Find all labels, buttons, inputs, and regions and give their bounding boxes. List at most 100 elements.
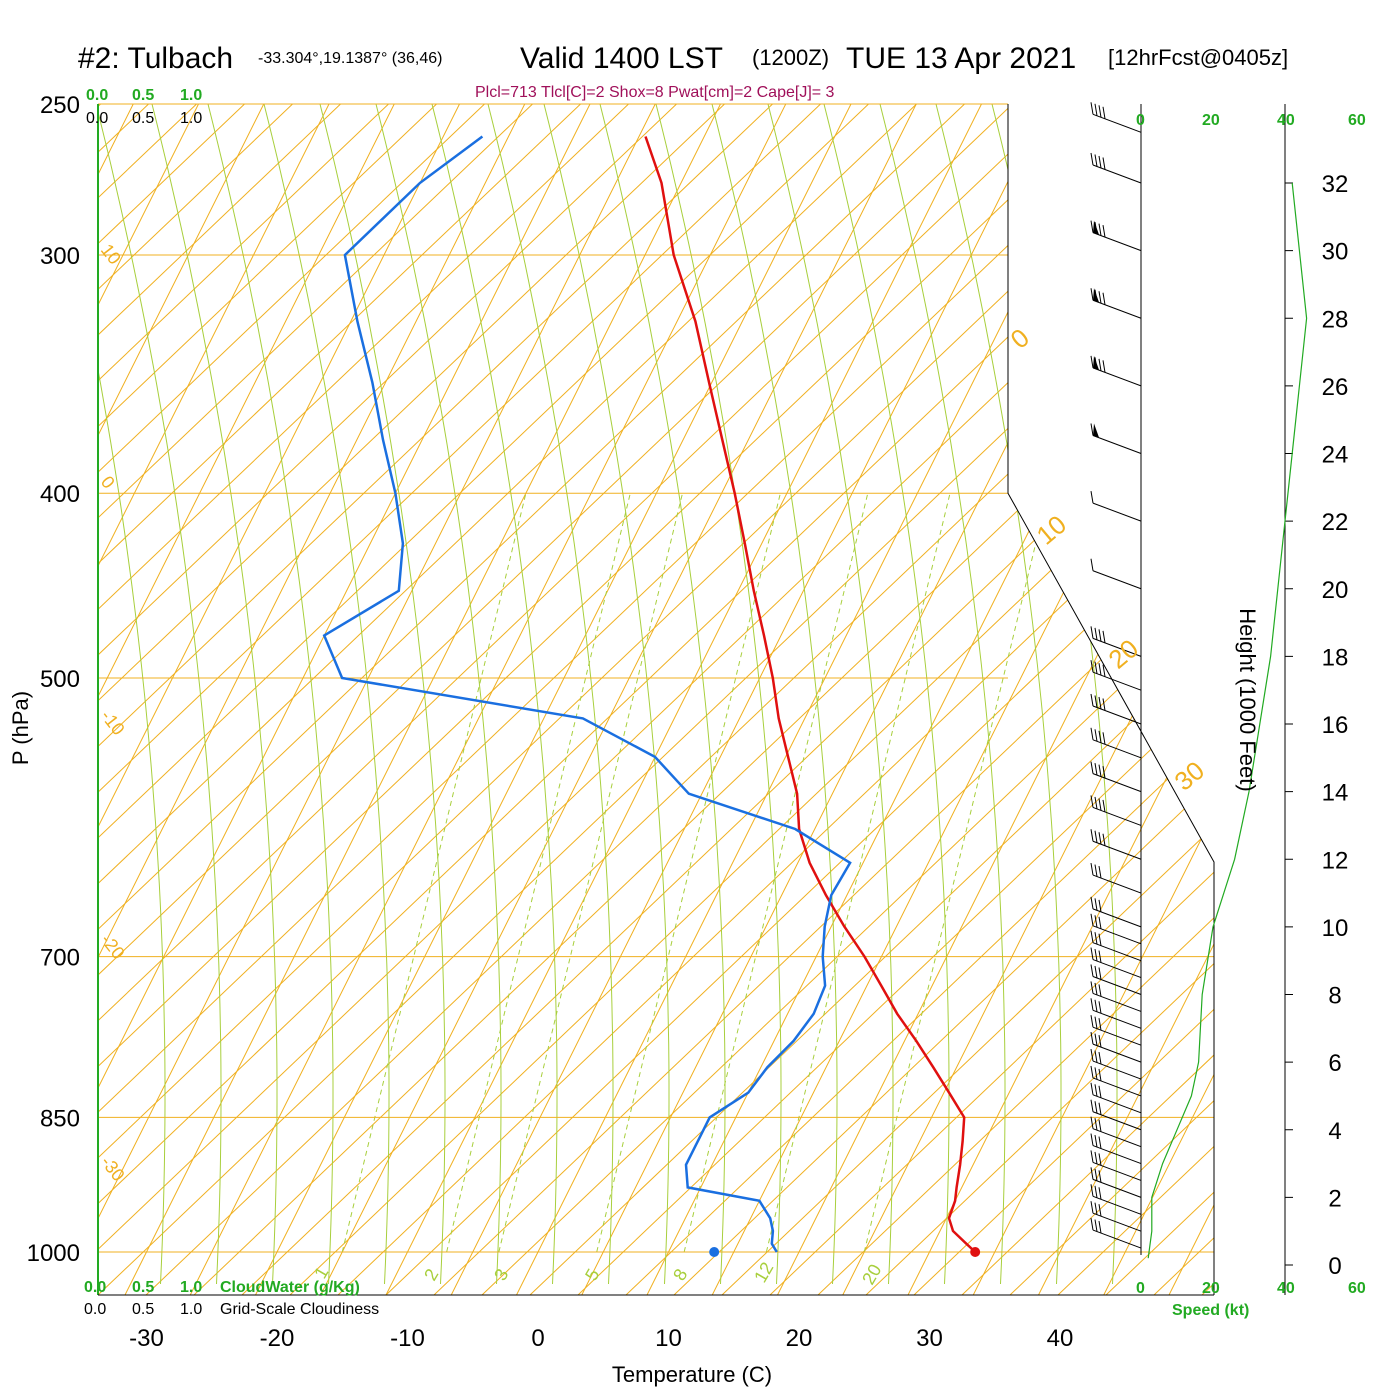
moist-adiabat-line: [98, 104, 166, 1285]
moist-adiabat-line: [935, 104, 1062, 1285]
wind-barb: [1090, 693, 1142, 725]
height-tick-label: 12: [1322, 847, 1349, 874]
mixing-ratio-label: 2: [420, 1265, 442, 1284]
cloudiness-scale-bottom-2: 1.0: [180, 1301, 202, 1318]
wind-barb-feather: [1098, 1119, 1102, 1132]
dry-adiabat-line: [769, 104, 1214, 1295]
wind-barb-feather: [1094, 1185, 1098, 1198]
wind-barb-feather: [1090, 913, 1094, 926]
wind-barb: [1090, 1015, 1142, 1046]
wind-barb-feather: [1090, 558, 1094, 571]
dry-adiabat-line: [98, 104, 869, 1295]
mixing-ratio-line: [683, 493, 869, 1253]
mixing-ratio-label: 12: [750, 1259, 777, 1286]
wind-barb-staff: [1092, 739, 1142, 759]
dry-adiabat-line: [865, 104, 1214, 1295]
wind-barb-feather: [1090, 1099, 1094, 1112]
isotherm-label: -30: [97, 1152, 129, 1185]
speed-axis-label: Speed (kt): [1172, 1302, 1249, 1319]
wind-barb-feather: [1098, 1018, 1102, 1031]
pressure-tick-label: 1000: [27, 1240, 80, 1267]
wind-barb-feather: [1098, 933, 1102, 946]
dry-adiabat-line: [817, 104, 1214, 1295]
dry-adiabat-line: [913, 104, 1214, 1295]
wind-barb-feather: [1098, 1204, 1102, 1217]
wind-barb-staff: [1092, 705, 1142, 725]
moist-adiabat-line: [98, 104, 222, 1285]
wind-barb: [1090, 152, 1142, 184]
wind-barb-feather: [1102, 833, 1106, 846]
pressure-tick-label: 250: [40, 92, 80, 119]
right-frame: [1007, 104, 1215, 1295]
dry-adiabat-line: [98, 104, 389, 1295]
wind-barb: [1090, 947, 1142, 979]
wind-barb-feather: [1098, 1187, 1102, 1200]
wind-barb-feather: [1090, 862, 1094, 876]
wind-barb-feather: [1090, 1150, 1094, 1163]
pressure-tick-label: 850: [40, 1105, 80, 1132]
valid-date: TUE 13 Apr 2021: [846, 42, 1076, 75]
dry-adiabat-line: [1057, 104, 1214, 1295]
dry-adiabat-line: [1250, 104, 1400, 1295]
temperature-axis-title: Temperature (C): [612, 1362, 772, 1387]
dry-adiabat-line: [98, 104, 1214, 1295]
isotherm-line: [98, 104, 395, 1295]
wind-barb-feather: [1102, 698, 1106, 711]
wind-barb: [1090, 355, 1142, 387]
isotherm-line: [777, 104, 1214, 1295]
wind-barb-staff: [1092, 570, 1142, 590]
isotherm-line: [581, 104, 1178, 1295]
wind-barb-feather: [1094, 154, 1098, 167]
height-tick-label: 16: [1322, 712, 1349, 739]
wind-barb-feather: [1094, 695, 1098, 708]
wind-barb-feather: [1098, 223, 1102, 236]
wind-barb-feather: [1090, 981, 1094, 994]
pressure-tick-label: 400: [40, 481, 80, 508]
wind-barb-feather: [1094, 1067, 1098, 1080]
wind-barb-feather: [1098, 1085, 1102, 1098]
sounding-series: [322, 135, 981, 1257]
speed-top-60: 60: [1348, 112, 1366, 129]
wind-barb-feather: [1094, 729, 1098, 742]
dry-adiabat-line: [1394, 104, 1400, 1295]
clipped-grid: [98, 104, 1400, 1295]
wind-barb-feather: [1098, 865, 1102, 879]
dry-adiabat-line: [98, 104, 725, 1295]
cloudiness-scale-bottom-0: 0.0: [84, 1301, 106, 1318]
dry-adiabat-line: [1201, 104, 1214, 1295]
isotherm-line: [98, 104, 199, 1295]
wind-barb-feather: [1090, 423, 1094, 436]
temperature-tick-label: 10: [655, 1325, 682, 1352]
wind-barb: [1090, 1150, 1142, 1181]
wind-barb-staff: [1092, 773, 1142, 793]
isotherm-line: [98, 104, 330, 1295]
wind-barb-feather: [1090, 964, 1094, 977]
temperature-tick-label: 40: [1047, 1325, 1074, 1352]
cloudiness-scale-top-2: 1.0: [180, 110, 202, 127]
moist-adiabat-line: [879, 104, 1006, 1285]
height-tick-label: 32: [1322, 171, 1349, 198]
wind-barb-feather: [1094, 1101, 1098, 1114]
mixing-ratio-line: [446, 493, 631, 1253]
dry-adiabat-line: [98, 104, 1157, 1295]
height-tick-label: 20: [1322, 577, 1349, 604]
moist-adiabat-line: [151, 104, 278, 1285]
station-title: #2: Tulbach: [78, 42, 233, 75]
wind-barb: [1090, 964, 1142, 995]
wind-barb-feather: [1090, 1133, 1094, 1146]
wind-barb: [1090, 1218, 1142, 1249]
isotherm-label: -20: [97, 930, 129, 963]
dry-adiabat-line: [145, 104, 1214, 1295]
cloudiness-label: Grid-Scale Cloudiness: [220, 1301, 379, 1318]
wind-barb: [1090, 981, 1142, 1012]
dry-adiabat-line: [98, 104, 965, 1295]
temperature-profile: [644, 136, 977, 1253]
height-tick-label: 22: [1322, 509, 1349, 536]
zulu-time: (1200Z): [752, 45, 829, 70]
wind-barb-feather: [1102, 292, 1106, 305]
dry-adiabat-line: [98, 104, 1013, 1295]
wind-barb-feather: [1094, 1168, 1098, 1181]
dry-adiabat-line: [98, 104, 485, 1295]
dry-adiabat-line: [193, 104, 1214, 1295]
temperature-tick-label: 30: [916, 1325, 943, 1352]
